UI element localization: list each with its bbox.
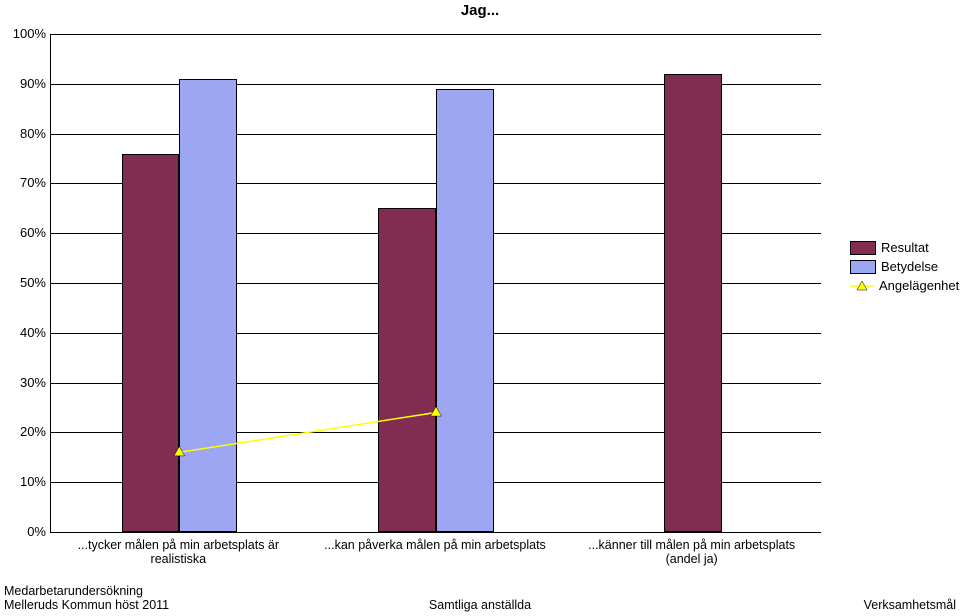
ytick-label: 10% [2, 474, 46, 489]
ytick-label: 0% [2, 524, 46, 539]
legend-label: Resultat [881, 240, 929, 255]
legend-label: Betydelse [881, 259, 938, 274]
legend-label: Angelägenhet [879, 278, 959, 293]
legend-item: Resultat [850, 240, 955, 255]
legend-item: Betydelse [850, 259, 955, 274]
chart-area [50, 34, 820, 532]
line-path [179, 412, 436, 452]
legend-swatch [850, 241, 876, 255]
ytick-label: 60% [2, 225, 46, 240]
footer-left-line1: Medarbetarundersökning [4, 584, 143, 598]
xlabel: ...kan påverka målen på min arbetsplats [313, 538, 557, 552]
xlabel: ...känner till målen på min arbetsplats … [570, 538, 814, 566]
xlabel: ...tycker målen på min arbetsplats är re… [56, 538, 300, 566]
ytick-label: 100% [2, 26, 46, 41]
plot-area [50, 34, 821, 533]
ytick-label: 50% [2, 275, 46, 290]
chart-title: Jag... [0, 2, 960, 19]
ytick-label: 40% [2, 325, 46, 340]
legend-swatch [850, 260, 876, 274]
footer-center: Samtliga anställda [0, 598, 960, 612]
legend-swatch-line [850, 280, 874, 292]
legend: Resultat Betydelse Angelägenhet [850, 240, 955, 297]
ytick-label: 80% [2, 126, 46, 141]
ytick-label: 90% [2, 76, 46, 91]
ytick-label: 70% [2, 175, 46, 190]
footer-right: Verksamhetsmål [864, 598, 956, 612]
ytick-label: 20% [2, 424, 46, 439]
legend-item: Angelägenhet [850, 278, 955, 293]
x-axis-labels: ...tycker målen på min arbetsplats är re… [50, 538, 820, 572]
footer: Medarbetarundersökning Melleruds Kommun … [0, 582, 960, 612]
line-marker [431, 406, 442, 416]
ytick-label: 30% [2, 375, 46, 390]
line-series [51, 34, 821, 532]
